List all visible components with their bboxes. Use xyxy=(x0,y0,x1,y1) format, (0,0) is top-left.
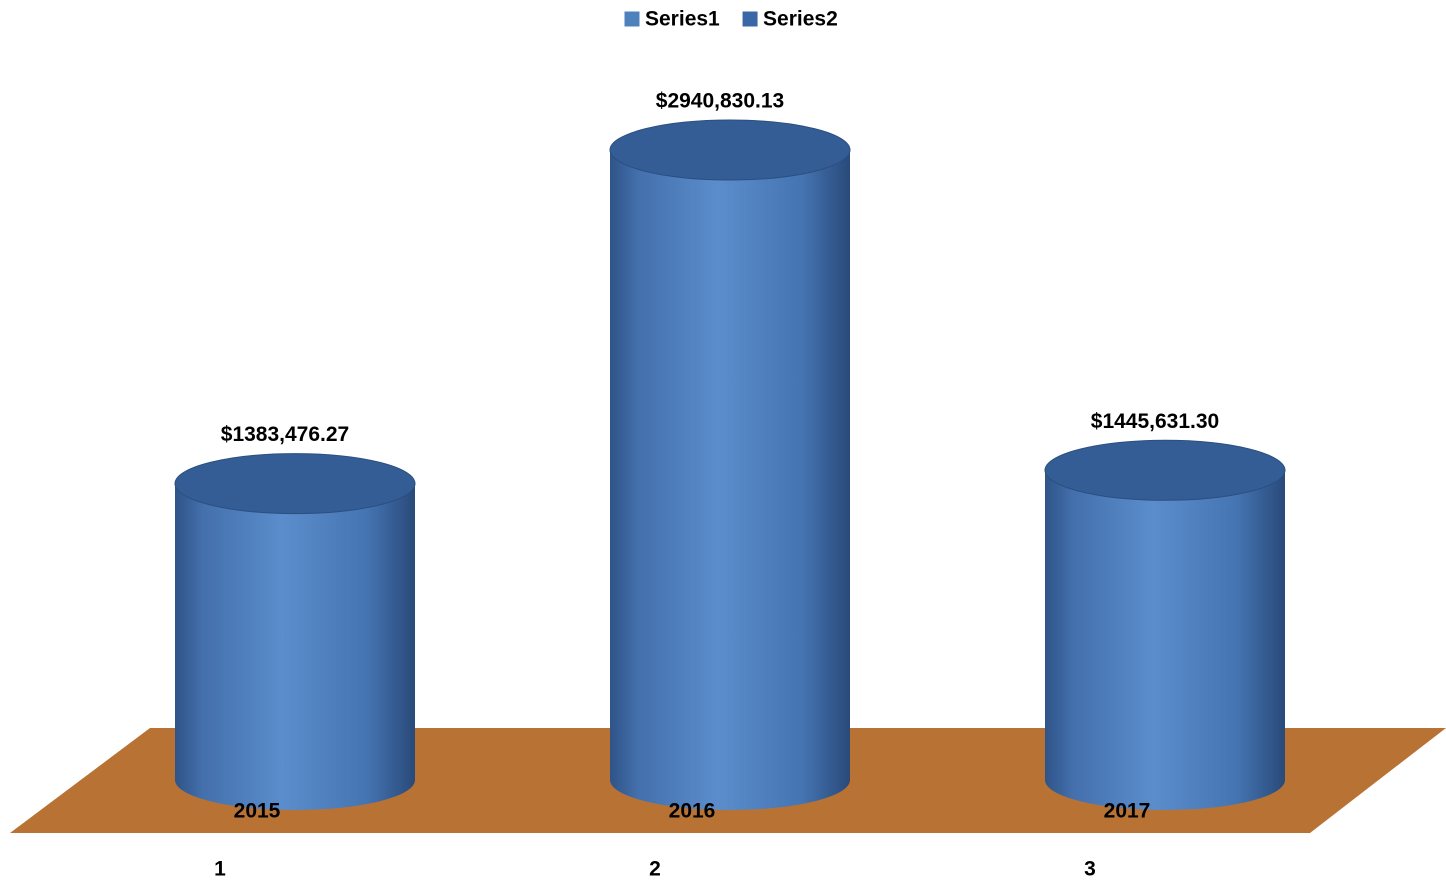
x-tick-label: 3 xyxy=(1084,858,1096,881)
legend-swatch xyxy=(624,11,640,27)
data-label: 2017 xyxy=(1104,800,1151,823)
cylinder xyxy=(1045,440,1285,810)
chart: Series1 Series2 1 $1383,476.27 2015 2 $2940,8… xyxy=(0,0,1446,883)
data-label: 2016 xyxy=(669,800,716,823)
cylinder-body xyxy=(175,484,415,810)
x-tick-label: 1 xyxy=(214,858,226,881)
cylinder-top xyxy=(1045,440,1285,500)
x-tick-label: 2 xyxy=(649,858,661,881)
legend-label: Series2 xyxy=(763,8,838,31)
data-label: $1383,476.27 xyxy=(221,423,349,446)
cylinder-top xyxy=(175,454,415,514)
legend-label: Series1 xyxy=(645,8,720,31)
cylinder-body xyxy=(610,150,850,810)
data-label: 2015 xyxy=(234,800,281,823)
legend-swatch xyxy=(742,11,758,27)
cylinder xyxy=(175,454,415,810)
data-label: $1445,631.30 xyxy=(1091,410,1219,433)
data-label: $2940,830.13 xyxy=(656,90,784,113)
cylinder-body xyxy=(1045,470,1285,810)
cylinder xyxy=(610,120,850,810)
legend: Series1 Series2 xyxy=(624,8,838,31)
cylinder-top xyxy=(610,120,850,180)
